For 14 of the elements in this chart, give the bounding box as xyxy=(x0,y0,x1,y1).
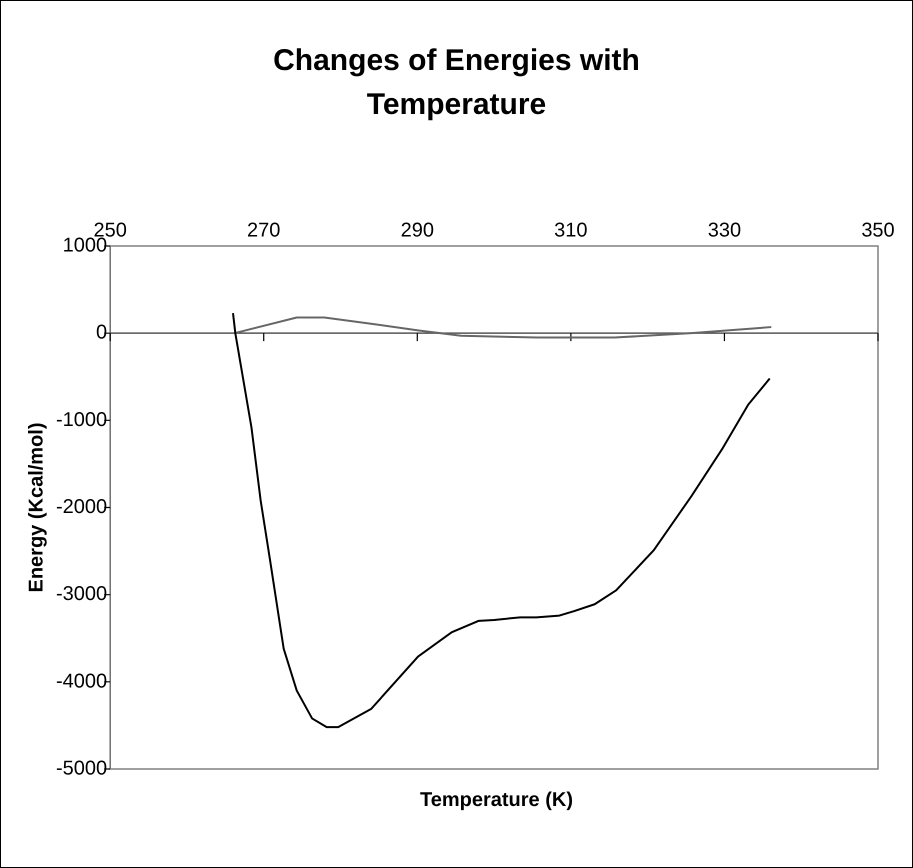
y-tick-label: -5000 xyxy=(56,758,108,780)
x-tick-label: 270 xyxy=(247,220,280,242)
chart-title: Changes of Energies with Temperature xyxy=(272,43,641,123)
x-axis-title: Temperature (K) xyxy=(419,789,574,812)
y-tick-label: -1000 xyxy=(56,408,108,431)
y-tick-label: -3000 xyxy=(56,583,108,606)
x-tick-label: 310 xyxy=(554,220,588,242)
y-axis-title: Energy (Kcal/mol) xyxy=(26,422,48,593)
x-tick-label: 330 xyxy=(708,220,742,242)
y-tick-label: 0 xyxy=(96,322,108,344)
y-tick-label: -2000 xyxy=(56,496,108,518)
x-tick-label: 290 xyxy=(400,220,434,242)
x-tick-label: 350 xyxy=(861,220,895,242)
y-tick-label: -4000 xyxy=(56,670,108,692)
